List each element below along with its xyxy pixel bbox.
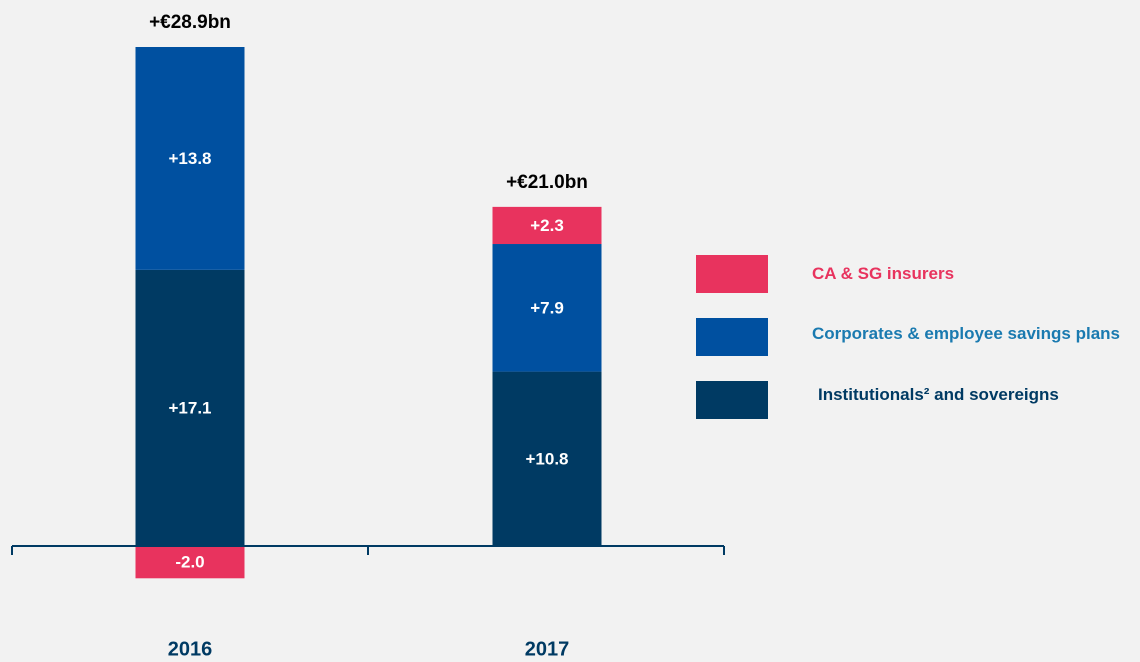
legend-swatch (696, 318, 768, 356)
value-label: +13.8 (168, 149, 211, 168)
legend-swatch (696, 255, 768, 293)
bar-segment (492, 206, 602, 245)
legend-swatch (696, 381, 768, 419)
legend-label: CA & SG insurers (812, 264, 955, 283)
bar-segment (135, 269, 245, 546)
total-label: +€28.9bn (149, 12, 231, 33)
legend-label: Corporates & employee savings plans (812, 324, 1120, 343)
total-label: +€21.0bn (506, 172, 588, 193)
value-label: +17.1 (168, 398, 211, 417)
bar-segment (135, 546, 245, 579)
value-label: +2.3 (530, 216, 564, 235)
x-tick-label: 2016 (168, 638, 213, 660)
value-label: -2.0 (175, 553, 204, 572)
legend-label: Institutionals² and sovereigns (818, 385, 1059, 404)
value-label: +10.8 (525, 449, 568, 468)
value-label: +7.9 (530, 298, 564, 317)
bar-segment (135, 47, 245, 270)
x-tick-label: 2017 (525, 638, 570, 660)
bar-segment (492, 244, 602, 372)
bar-segment (492, 371, 602, 546)
